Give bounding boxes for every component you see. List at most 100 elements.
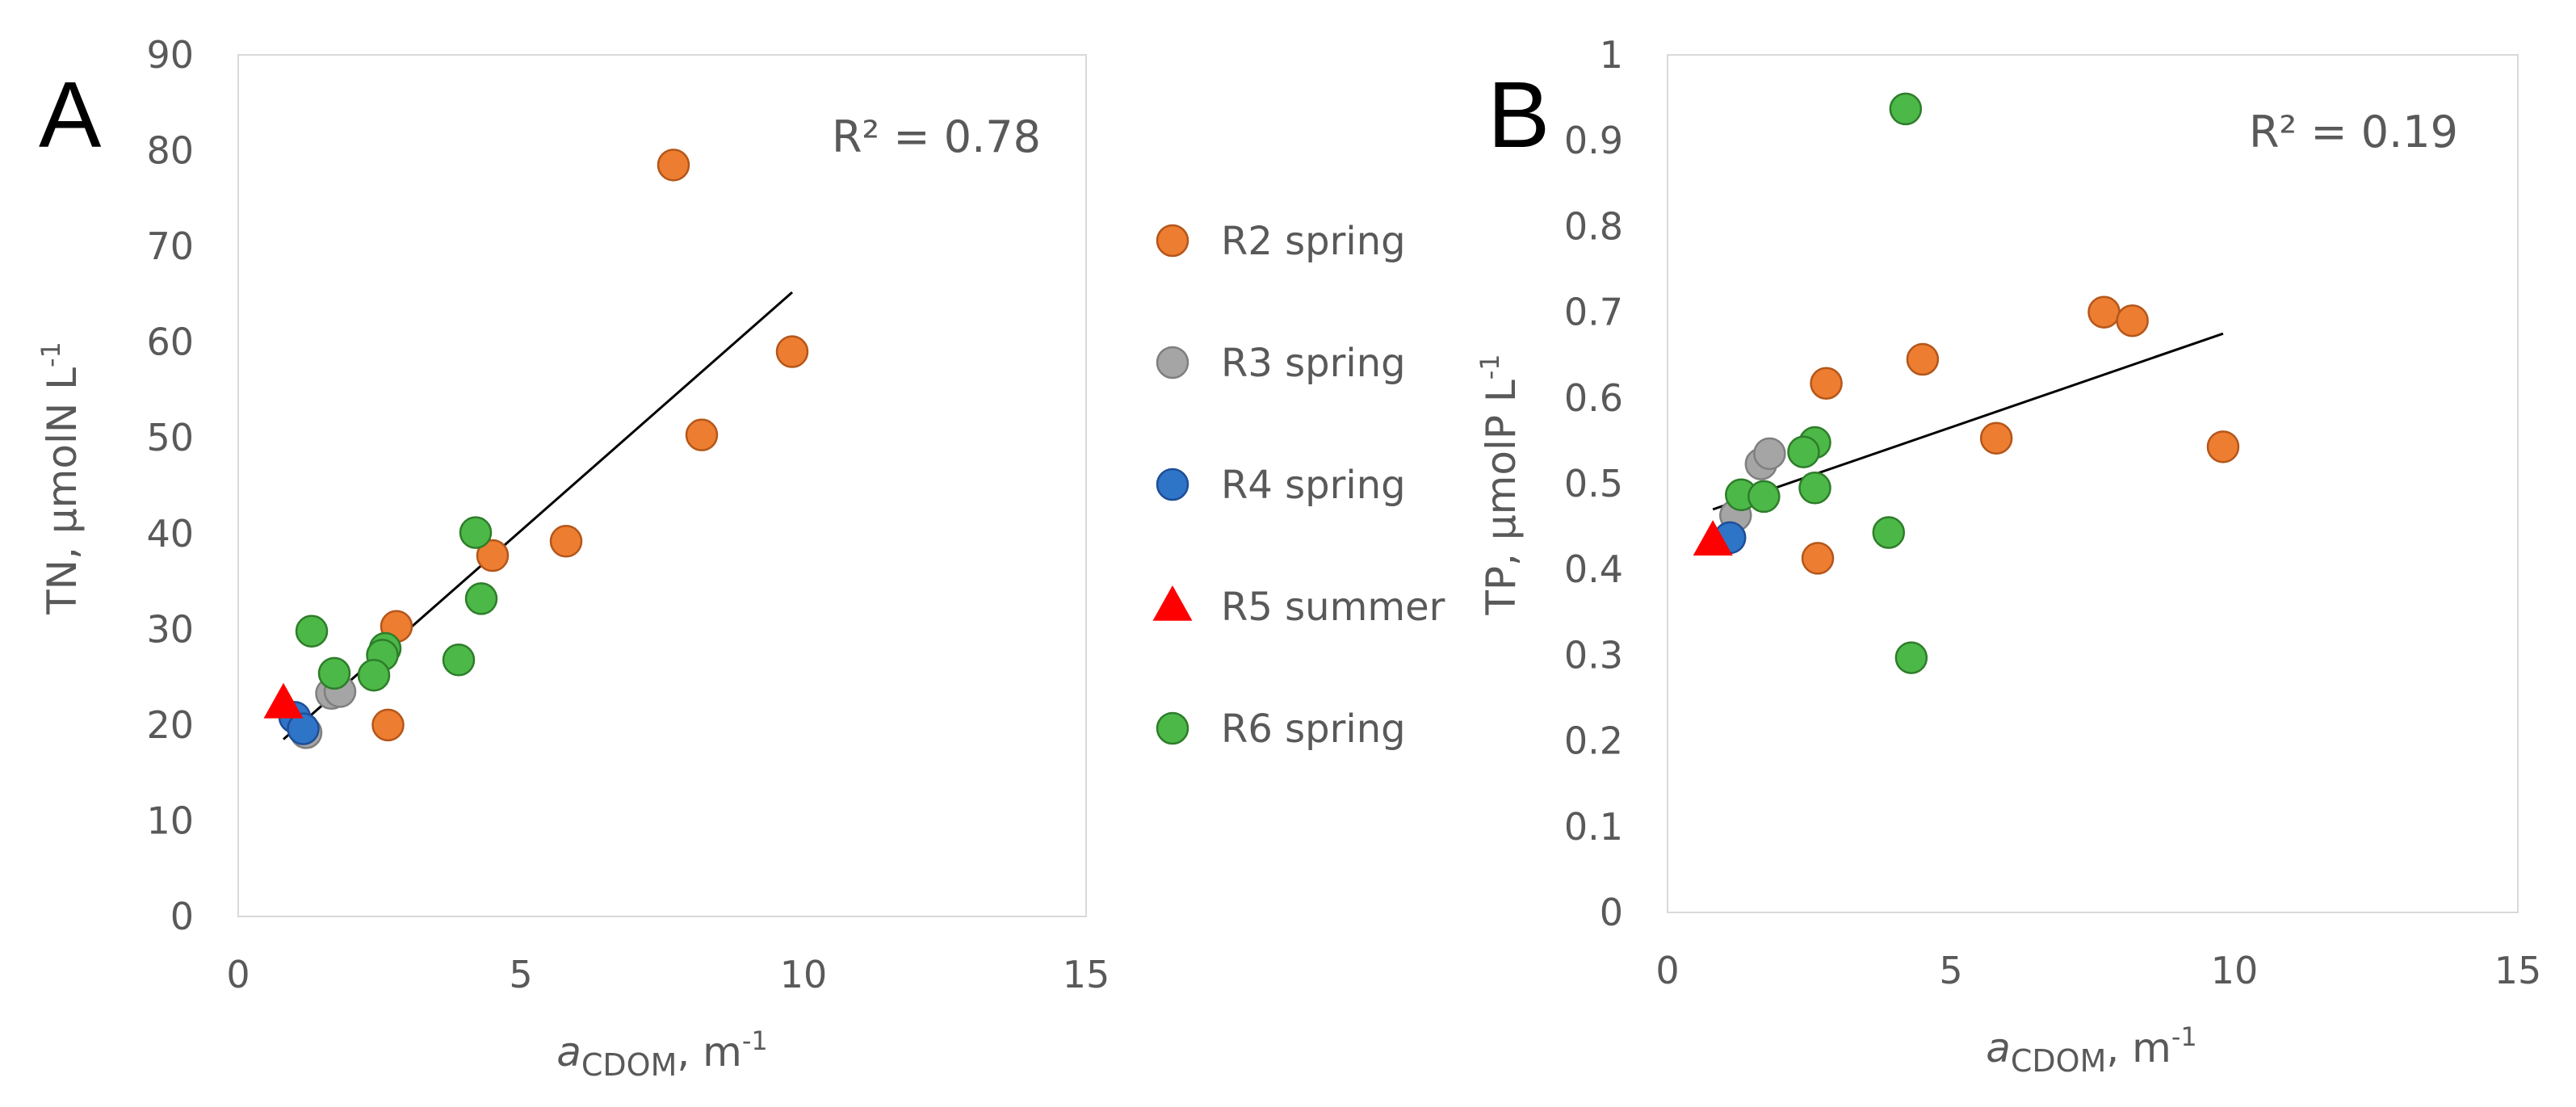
panel-a-point-r6-spring: [357, 658, 391, 692]
panel-a-data-points: [263, 149, 809, 749]
panel-b-y-axis-title: TP, µmolP L-1: [1475, 354, 1525, 615]
legend-marker-r6-spring: [1156, 711, 1189, 745]
panel-b-point-r2-spring: [1979, 421, 2013, 455]
panel-a-point-r2-spring: [775, 335, 809, 368]
panel-a-plot-area: [237, 54, 1087, 917]
panel-b-point-r2-spring: [1906, 342, 1940, 376]
panel-a-point-r2-spring: [371, 708, 405, 742]
panel-a-x-axis-title-sup: -1: [742, 1025, 768, 1056]
panel-b-y-tick-label: 0.6: [1564, 376, 1623, 420]
panel-a-y-tick-label: 20: [146, 703, 194, 747]
panel-b-y-tick-label: 0.5: [1564, 462, 1623, 505]
legend-marker-r2-spring: [1156, 224, 1189, 258]
panel-a-y-tick-label: 10: [146, 799, 194, 842]
panel-a: A 0 10 20 30 40 50 60 70 80 90 0 5 10 15 R² = 0.78 T…: [36, 33, 1110, 1083]
panel-b-point-r6-spring: [1787, 435, 1820, 468]
legend-label-r5-summer: R5 summer: [1221, 585, 1445, 630]
panel-b-plot-area: [1667, 54, 2519, 913]
panel-b-x-axis-title-rest: , m: [2106, 1025, 2171, 1071]
panel-a-x-axis-title-sub: CDOM: [581, 1047, 678, 1083]
panel-a-y-axis-title: TN, µmolN L-1: [36, 342, 86, 615]
legend-marker-r5-summer: [1152, 585, 1193, 621]
panel-b-point-r6-spring: [1747, 480, 1781, 514]
legend-label-r3-spring: R3 spring: [1221, 341, 1406, 386]
panel-b-x-axis-title-sub: CDOM: [2011, 1043, 2107, 1079]
panel-b-y-axis-title-sup: -1: [1475, 354, 1505, 379]
panel-a-y-tick-label: 90: [146, 33, 194, 77]
panel-a-x-axis-title-italic: a: [556, 1029, 581, 1076]
panel-a-y-tick-label: 40: [146, 512, 194, 556]
panel-a-x-axis-title: aCDOM, m-1: [556, 1025, 768, 1083]
panel-b-x-tick-label: 15: [2494, 949, 2542, 992]
panel-a-point-r6-spring: [317, 656, 351, 690]
panel-a-point-r2-spring: [685, 418, 719, 451]
panel-b-y-tick-label: 0.1: [1564, 805, 1623, 849]
panel-b-point-r2-spring: [1801, 542, 1835, 575]
panel-b-y-tick-label: 0.9: [1564, 119, 1623, 162]
panel-a-label: A: [39, 62, 102, 167]
panel-a-y-tick-label: 80: [146, 129, 194, 173]
panel-a-r2-annotation: R² = 0.78: [832, 111, 1041, 162]
legend-label-r2-spring: R2 spring: [1221, 219, 1406, 264]
panel-b-point-r6-spring: [1872, 516, 1906, 549]
panel-a-y-axis-title-sup: -1: [36, 342, 66, 367]
panel-b-y-tick-label: 0.3: [1564, 633, 1623, 677]
panel-b-y-tick-label: 0.2: [1564, 719, 1623, 763]
panel-b-x-axis-title: aCDOM, m-1: [1986, 1021, 2197, 1079]
panel-a-point-r2-spring: [657, 149, 690, 182]
panel-a-point-r6-spring: [464, 582, 498, 615]
panel-a-y-tick-label: 30: [146, 607, 194, 651]
panel-a-point-r5-summer: [263, 682, 304, 719]
panel-b: B 0 0.1 0.2 0.3 0.4 0.5 0.6 0.7 0.8 0.9 1 0 5 10 15 R…: [1475, 33, 2541, 1079]
panel-b-x-axis-title-sup: -1: [2171, 1021, 2197, 1052]
panel-b-x-tick-label: 5: [1939, 949, 1962, 992]
panel-b-point-r3-spring: [1753, 437, 1786, 471]
panel-a-x-tick-label: 10: [780, 953, 828, 996]
panel-b-x-tick-label: 0: [1655, 949, 1679, 992]
panel-a-x-tick-label: 0: [226, 953, 250, 996]
panel-b-x-tick-labels: 0 5 10 15: [1655, 949, 2541, 992]
panel-b-x-tick-label: 10: [2211, 949, 2259, 992]
legend: R2 spring R3 spring R4 spring R5 summer R6 s…: [1152, 219, 1445, 752]
panel-b-y-tick-label: 0.8: [1564, 204, 1623, 248]
panel-b-point-r6-spring: [1894, 641, 1928, 674]
panel-b-y-tick-label: 1: [1600, 33, 1623, 77]
panel-b-label: B: [1487, 62, 1550, 167]
panel-b-x-axis-title-italic: a: [1986, 1025, 2011, 1071]
panel-b-y-tick-label: 0.4: [1564, 547, 1623, 591]
panel-b-trendline: [1712, 332, 2224, 511]
panel-a-y-tick-label: 0: [170, 895, 194, 938]
panel-a-point-r2-spring: [549, 525, 583, 558]
panel-a-x-tick-labels: 0 5 10 15: [226, 953, 1110, 996]
legend-label-r4-spring: R4 spring: [1221, 463, 1406, 508]
panel-b-y-axis-title-main: TP, µmolP L: [1478, 379, 1525, 616]
panel-b-point-r6-spring: [1889, 92, 1923, 126]
panel-b-r2-annotation: R² = 0.19: [2249, 107, 2458, 157]
legend-marker-r4-spring: [1156, 468, 1189, 501]
panel-b-y-tick-label: 0: [1600, 891, 1623, 934]
panel-b-point-r6-spring: [1798, 472, 1831, 505]
panel-a-point-r4-spring: [287, 712, 320, 745]
panel-a-x-tick-label: 15: [1063, 953, 1110, 996]
panel-a-y-tick-label: 50: [146, 416, 194, 459]
legend-label-r6-spring: R6 spring: [1221, 707, 1406, 752]
panel-b-point-r2-spring: [1810, 367, 1843, 400]
panel-a-y-tick-label: 70: [146, 224, 194, 268]
panel-a-y-tick-labels: 0 10 20 30 40 50 60 70 80 90: [146, 33, 194, 938]
panel-b-point-r2-spring: [2206, 430, 2240, 463]
panel-b-point-r2-spring: [2116, 304, 2149, 338]
panel-a-y-tick-label: 60: [146, 321, 194, 364]
panel-a-y-axis-title-main: TN, µmolN L: [39, 367, 86, 615]
panel-a-point-r6-spring: [295, 614, 329, 648]
panel-a-point-r6-spring: [459, 516, 493, 549]
panel-b-y-tick-label: 0.7: [1564, 291, 1623, 334]
panel-a-x-tick-label: 5: [509, 953, 532, 996]
panel-a-x-axis-title-rest: , m: [677, 1029, 742, 1076]
panel-a-point-r2-spring: [476, 539, 510, 572]
legend-marker-r3-spring: [1156, 346, 1189, 379]
panel-b-data-points: [1693, 92, 2240, 674]
panel-b-point-r2-spring: [2087, 296, 2121, 329]
panel-b-y-tick-labels: 0 0.1 0.2 0.3 0.4 0.5 0.6 0.7 0.8 0.9 1: [1564, 33, 1623, 934]
panel-a-point-r6-spring: [442, 644, 476, 677]
